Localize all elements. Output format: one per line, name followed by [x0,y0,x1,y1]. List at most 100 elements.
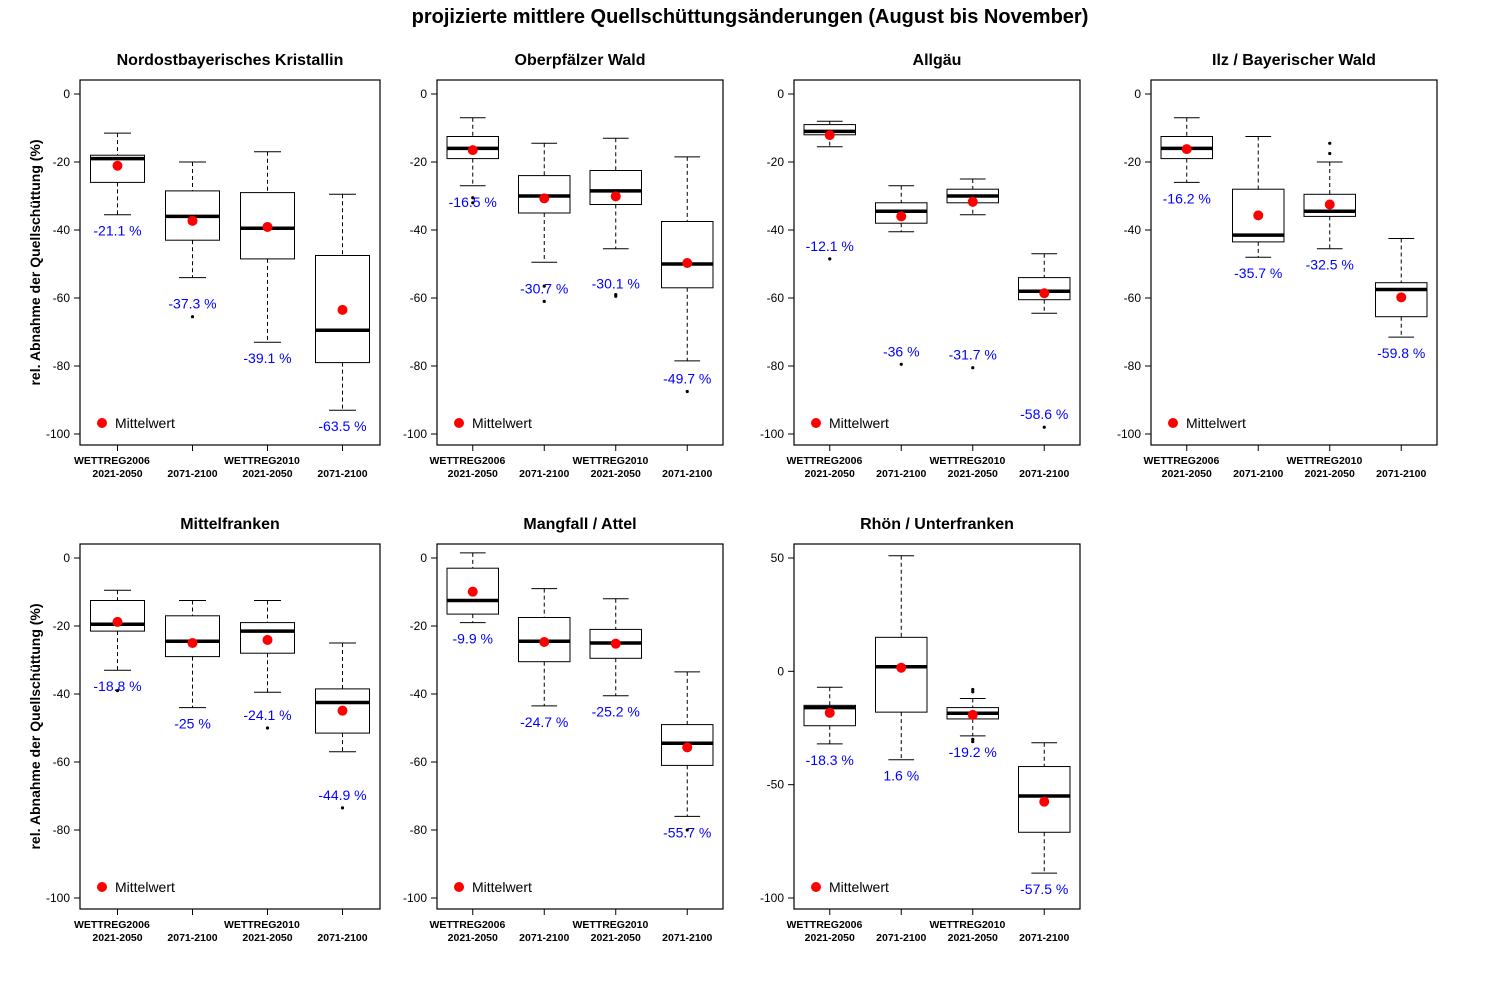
mean-label: -39.1 % [243,350,291,366]
outlier-point [1328,151,1332,156]
y-tick-label: -20 [1124,155,1142,169]
y-tick-label: -100 [760,891,784,905]
mean-point [610,191,621,202]
mean-point [896,211,907,222]
x-label-model: WETTREG2010 [224,455,300,467]
mean-label: -24.1 % [243,707,291,723]
x-label-model: WETTREG2010 [929,455,1005,467]
x-label-period: 2071-2100 [167,468,217,480]
mean-label: -31.7 % [949,347,997,363]
box-iqr [165,615,220,658]
x-label-period: 2021-2050 [242,468,292,480]
y-tick-label: -100 [760,427,784,441]
x-label-period: 2021-2050 [1305,468,1355,480]
mean-point [539,193,550,204]
mean-point [967,709,978,720]
mean-point [337,304,348,315]
panel-title: Nordostbayerisches Kristallin [117,52,344,69]
plot-frame [436,79,724,446]
box-iqr [240,192,295,260]
legend-marker [97,418,107,428]
mean-label: -32.5 % [1306,257,1354,273]
mean-label: -55.7 % [663,824,711,840]
y-tick-label: -100 [403,427,427,441]
box-iqr [315,688,370,734]
outlier-point [542,299,546,303]
mean-label: -18.3 % [806,752,854,768]
x-label-period: 2021-2050 [242,932,292,944]
x-label-model: WETTREG2006 [74,919,150,931]
outlier-point [542,284,546,288]
plot-frame [79,79,381,446]
legend-label: Mittelwert [829,415,889,431]
outlier-point [265,726,270,730]
mean-point [262,634,273,645]
legend-label: Mittelwert [1186,415,1246,431]
mean-point [1396,292,1407,303]
y-tick-label: -40 [410,223,428,237]
x-label-period: 2071-2100 [317,932,367,944]
mean-label: -25.2 % [592,704,640,720]
outlier-point [828,257,832,261]
x-label-model: WETTREG2010 [572,455,648,467]
y-tick-label: -20 [410,619,428,633]
mean-label: -16.5 % [449,194,497,210]
mean-label: -57.5 % [1020,881,1068,897]
mean-label: -44.9 % [318,787,366,803]
legend-marker [1168,418,1178,428]
x-label-period: 2021-2050 [805,468,855,480]
y-tick-label: -40 [53,223,71,237]
outlier-point [899,362,903,366]
panel-title: Oberpfälzer Wald [515,52,646,69]
mean-point [610,638,621,649]
outlier-point [685,389,689,394]
mean-label: -21.1 % [93,223,141,239]
box-iqr [661,221,714,289]
y-tick-label: 0 [420,87,427,101]
y-tick-label: 0 [63,551,70,565]
x-label-period: 2021-2050 [948,932,998,944]
plot-frame [79,543,381,910]
y-tick-label: 0 [63,87,70,101]
outlier-point [1042,425,1046,429]
mean-label: 1.6 % [883,768,919,784]
mean-label: -30.7 % [520,280,568,296]
panel-title: Rhön / Unterfranken [860,516,1014,533]
mean-point [467,145,478,156]
x-label-model: WETTREG2010 [1286,455,1362,467]
y-tick-label: -20 [767,155,785,169]
mean-label: -59.8 % [1377,345,1425,361]
y-tick-label: -20 [53,155,71,169]
legend-marker [811,882,821,892]
x-label-period: 2071-2100 [1376,468,1426,480]
legend-label: Mittelwert [115,879,175,895]
outlier-point [685,828,689,832]
y-tick-label: -80 [410,359,428,373]
x-label-period: 2071-2100 [1233,468,1283,480]
y-tick-label: -100 [1117,427,1141,441]
mean-point [1324,199,1335,210]
mean-label: -9.9 % [453,631,493,647]
legend-label: Mittelwert [472,415,532,431]
y-tick-label: -80 [767,359,785,373]
mean-point [824,707,835,718]
panel-title: Mittelfranken [180,516,280,533]
mean-point [682,742,693,753]
panel-title: Ilz / Bayerischer Wald [1212,52,1376,69]
y-tick-label: -40 [53,687,71,701]
y-tick-label: 50 [771,551,785,565]
mean-point [967,196,978,207]
plot-frame [436,543,724,910]
outlier-point [971,687,975,692]
y-tick-label: -40 [1124,223,1142,237]
plot-frame [1150,79,1438,446]
y-tick-label: -100 [46,427,70,441]
mean-label: -25 % [174,716,211,732]
x-label-period: 2071-2100 [167,932,217,944]
x-label-period: 2071-2100 [662,932,712,944]
x-label-period: 2071-2100 [519,932,569,944]
y-tick-label: -80 [53,823,71,837]
x-label-period: 2021-2050 [92,932,142,944]
y-tick-label: -60 [410,291,428,305]
